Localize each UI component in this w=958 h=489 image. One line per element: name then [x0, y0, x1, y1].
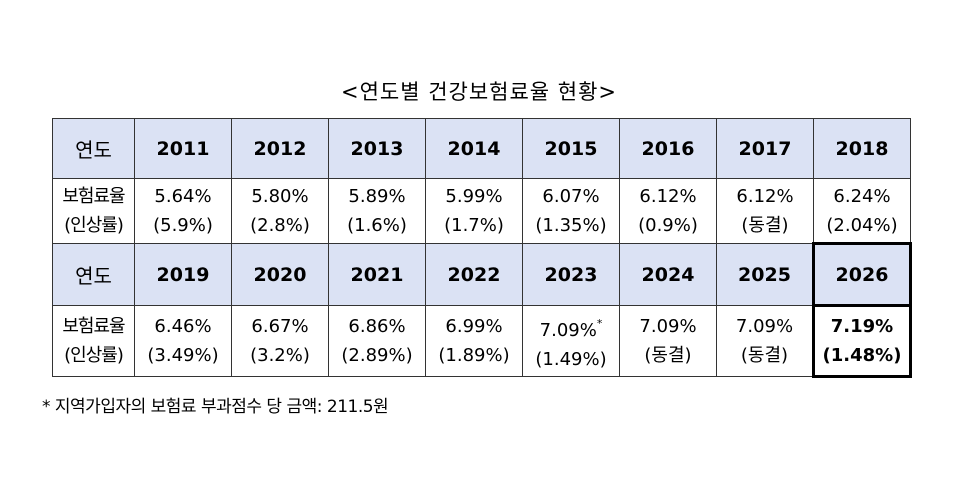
year-cell: 2013 [328, 118, 426, 179]
change: (1.89%) [438, 345, 510, 366]
rate-cell: 5.89% (1.6%) [328, 178, 426, 244]
rate-line: 6.12% [620, 182, 716, 211]
year-cell: 2018 [813, 118, 911, 179]
rate-cell: 7.19% (1.48%) [812, 304, 912, 378]
change: (동결) [740, 345, 789, 366]
change: (5.9%) [153, 215, 213, 236]
rate-line: 6.86% [329, 312, 425, 341]
rate-cell: 6.67% (3.2%) [231, 305, 329, 377]
rate-line: 7.19% [815, 312, 909, 341]
row-label-line: (인상률) [64, 215, 124, 236]
rate: 6.86% [348, 316, 406, 337]
rate-line: 7.09%* [523, 309, 619, 345]
rate: 6.07% [542, 186, 600, 207]
rate-line: 7.09% [717, 312, 812, 341]
rate-cell: 6.46% (3.49%) [134, 305, 232, 377]
rate-line: 6.12% [717, 182, 813, 211]
row-label-line: (인상률) [64, 345, 124, 366]
rate-line: 6.99% [426, 312, 522, 341]
rate-line: 6.07% [523, 182, 619, 211]
rate: 7.09% [735, 316, 794, 337]
year-cell: 2011 [134, 118, 232, 179]
year-cell: 2016 [619, 118, 717, 179]
year-cell: 2026 [812, 242, 912, 307]
rate: 5.64% [154, 186, 212, 207]
note-mark: * [596, 316, 603, 330]
rate-cell: 7.09% (동결) [619, 305, 717, 377]
rate: 7.09% [539, 319, 597, 341]
row-label: 연도 [52, 243, 135, 306]
rate-cell: 5.80% (2.8%) [231, 178, 329, 244]
year-cell: 2014 [425, 118, 523, 179]
rate-line: 5.64% [135, 182, 231, 211]
table-row: 보험료율 (인상률) 5.64% (5.9%) 5.80% (2.8%) 5.89% (1.6… [52, 178, 911, 244]
year-cell: 2020 [231, 243, 329, 306]
rate-line: 5.89% [329, 182, 425, 211]
rate: 6.24% [833, 185, 891, 207]
rate: 6.12% [639, 186, 697, 207]
footnote: * 지역가입자의 보험료 부과점수 당 금액: 211.5원 [42, 397, 389, 417]
rate-cell: 7.09%* (1.49%) [522, 305, 620, 377]
rate-cell: 6.24% (2.04%) [813, 178, 911, 244]
table-row: 보험료율 (인상률) 6.46% (3.49%) 6.67% (3.2%) 6.86% (2.… [52, 304, 912, 378]
rate-cell: 5.99% (1.7%) [425, 178, 523, 244]
year-cell: 2015 [522, 118, 620, 179]
rate-line: 6.67% [232, 312, 328, 341]
year-cell: 2022 [425, 243, 523, 306]
change: (2.04%) [826, 214, 898, 236]
rate-line: 5.80% [232, 182, 328, 211]
change: (1.49%) [535, 348, 607, 370]
change: (3.49%) [147, 345, 219, 366]
row-label: 연도 [52, 118, 135, 179]
table-row: 연도 2019 2020 2021 2022 2023 2024 2025 2026 [52, 242, 912, 307]
rate-line: 7.09% [620, 312, 716, 341]
year-cell: 2019 [134, 243, 232, 306]
table-row: 연도 2011 2012 2013 2014 2015 2016 2017 2018 [52, 118, 911, 179]
change: (동결) [644, 345, 692, 366]
rate: 6.67% [251, 316, 309, 337]
year-cell: 2012 [231, 118, 329, 179]
change: (2.89%) [341, 345, 413, 366]
rate-line: 5.99% [426, 182, 522, 211]
change: (1.35%) [535, 215, 607, 236]
rate-cell: 7.09% (동결) [716, 305, 814, 377]
rate-table: 연도 2011 2012 2013 2014 2015 2016 2017 2018 보험료율 (인… [52, 118, 912, 378]
rate: 5.80% [251, 186, 309, 207]
year-cell: 2021 [328, 243, 426, 306]
rate-cell: 6.12% (동결) [716, 178, 814, 244]
year-cell: 2017 [716, 118, 814, 179]
rate: 5.99% [445, 186, 503, 207]
change: (1.48%) [822, 345, 902, 366]
rate-cell: 6.99% (1.89%) [425, 305, 523, 377]
year-cell: 2023 [522, 243, 620, 306]
change: (2.8%) [250, 215, 310, 236]
change: (0.9%) [638, 215, 698, 236]
change: (1.6%) [347, 215, 407, 236]
rate: 7.09% [639, 316, 697, 337]
rate-line: 6.24% [814, 182, 910, 211]
row-label-line: 보험료율 [62, 316, 125, 337]
rate: 5.89% [348, 186, 406, 207]
row-label-line: 보험료율 [62, 186, 125, 207]
rate-line: 6.46% [135, 312, 231, 341]
table-title: <연도별 건강보험료율 현황> [340, 80, 618, 104]
rate: 6.12% [736, 186, 794, 207]
rate: 7.19% [830, 316, 894, 337]
change: (동결) [741, 215, 789, 236]
rate-cell: 6.12% (0.9%) [619, 178, 717, 244]
rate-cell: 6.86% (2.89%) [328, 305, 426, 377]
row-label: 보험료율 (인상률) [52, 178, 135, 244]
year-cell: 2024 [619, 243, 717, 306]
rate: 6.99% [445, 316, 503, 337]
rate: 6.46% [154, 316, 212, 337]
rate-cell: 6.07% (1.35%) [522, 178, 620, 244]
year-cell: 2025 [716, 243, 814, 306]
change: (1.7%) [444, 215, 504, 236]
change: (3.2%) [250, 345, 310, 366]
rate-cell: 5.64% (5.9%) [134, 178, 232, 244]
row-label: 보험료율 (인상률) [52, 305, 135, 377]
